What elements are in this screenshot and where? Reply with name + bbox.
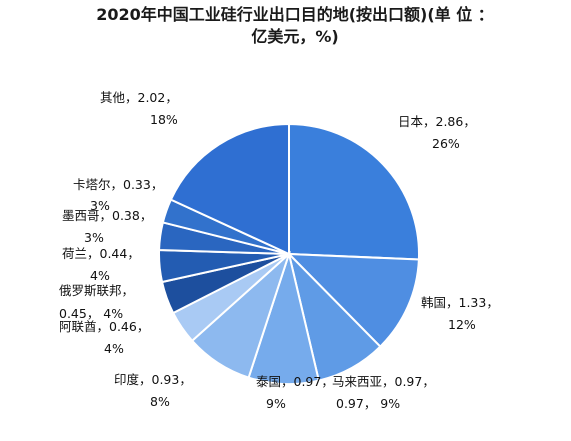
chart-title-line1: 2020年中国工业硅行业出口目的地(按出口额)(单 位 ： (96, 5, 494, 24)
slice-pct-8: 3% (84, 230, 104, 245)
slice-label-9: 卡塔尔，0.33， (73, 177, 163, 192)
slice-pct-10: 18% (150, 112, 178, 127)
pie-slice-10 (169, 122, 290, 256)
slice-pct-0: 26% (432, 136, 460, 151)
slice-label-7: 荷兰，0.44， (62, 246, 140, 261)
slice-label-5: 阿联酋，0.46， (59, 319, 149, 334)
chart-title-line2: 亿美元，%) (251, 27, 339, 46)
slice-label-10: 其他，2.02， (100, 90, 178, 105)
slice-pct-4: 8% (150, 394, 170, 409)
slice-label-4: 印度，0.93， (114, 372, 192, 387)
slice-pct-1: 12% (448, 317, 476, 332)
slice-pct-3: 9% (266, 396, 286, 411)
pie-slice-0 (288, 122, 420, 261)
slice-label-6: 俄罗斯联邦， (59, 283, 134, 298)
slice-pct-5: 4% (104, 341, 124, 356)
slice-pct-6: 0.45， 4% (59, 306, 123, 321)
slice-label-1: 韩国，1.33， (421, 295, 499, 310)
pie-slice-1 (286, 252, 420, 348)
chart-title: 2020年中国工业硅行业出口目的地(按出口额)(单 位 ： 亿美元，%) (30, 4, 560, 48)
slice-pct-2: 0.97， 9% (336, 396, 400, 411)
slice-pct-9: 3% (90, 198, 110, 213)
slice-pct-7: 4% (90, 268, 110, 283)
slice-label-2: 马来西亚，0.97， (332, 374, 435, 389)
slice-label-3: 泰国，0.97， (256, 374, 334, 389)
slice-label-0: 日本，2.86， (398, 114, 476, 129)
slice-label-8: 墨西哥，0.38， (62, 208, 152, 223)
